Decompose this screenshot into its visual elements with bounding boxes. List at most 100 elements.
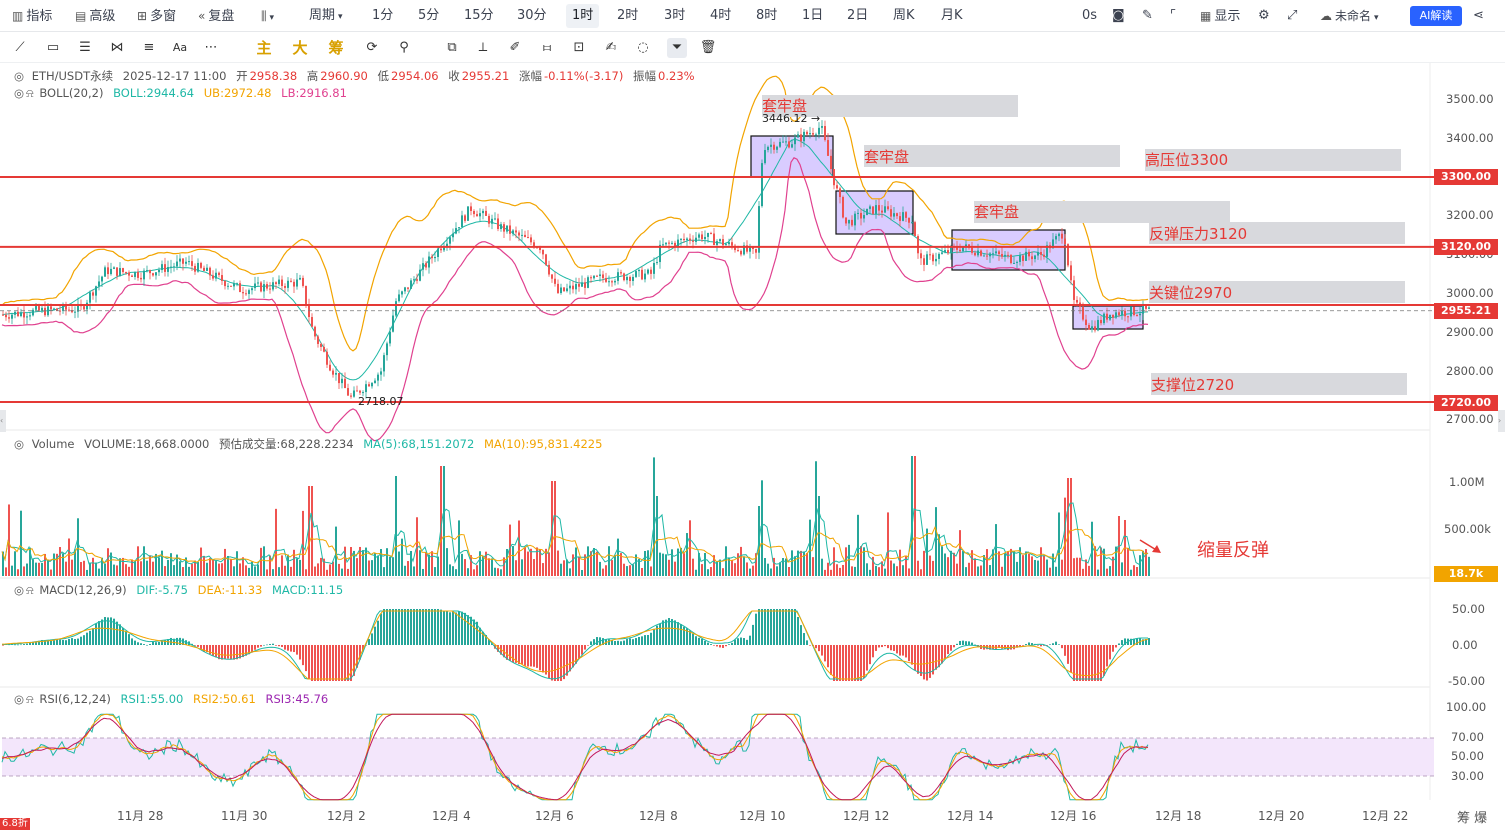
camera-icon[interactable]: ◙ [1112, 8, 1125, 23]
macd-tick: 50.00 [1452, 602, 1485, 616]
magnet-icon[interactable]: ⚲ [399, 40, 409, 55]
copy-icon[interactable]: ⧉ [447, 40, 457, 55]
multi-window-button[interactable]: ⊞ 多窗 [137, 0, 176, 32]
macd-histogram-bar [209, 645, 211, 655]
advanced-button[interactable]: ▤ 高级 [75, 0, 115, 32]
rectangle-icon[interactable]: ▭ [46, 40, 60, 55]
right-collapse-arrow[interactable]: › [1498, 410, 1505, 432]
candle-body [23, 312, 25, 318]
indicator-button[interactable]: ▥ 指标 [12, 0, 52, 32]
interval-1mo[interactable]: 月K [941, 8, 963, 23]
candle-body [371, 382, 373, 387]
eye-icon[interactable]: ◎ [14, 583, 25, 597]
fullscreen-select-icon[interactable]: ⌜ [1170, 8, 1177, 23]
kline-chart[interactable] [0, 63, 1505, 830]
candle-body [293, 281, 295, 287]
brush-icon[interactable]: ✐ [509, 40, 521, 55]
interval-5m[interactable]: 5分 [418, 8, 440, 23]
share-icon[interactable]: ⋖ [1473, 8, 1484, 23]
interval-30m[interactable]: 30分 [517, 8, 547, 23]
more-tools-icon[interactable]: ⋯ [204, 40, 218, 55]
filter-icon[interactable]: ⏷ [667, 38, 687, 58]
macd-histogram-bar [1091, 645, 1093, 681]
parallel-lines-icon[interactable]: ☰ [79, 40, 91, 55]
candle-body [929, 254, 931, 256]
layout-name-dropdown[interactable]: ☁ 未命名 ▾ [1320, 0, 1379, 32]
edit-note-icon[interactable]: ✍ [605, 40, 617, 55]
big-order-toggle[interactable]: 大 [292, 39, 308, 57]
settings-gear-icon[interactable]: ⚙ [1258, 8, 1270, 23]
volume-bar [701, 564, 703, 576]
lock-icon[interactable]: ⊡ [573, 40, 585, 55]
chip-distribution-toggle[interactable]: 筹 [328, 39, 344, 57]
interval-1d[interactable]: 1日 [802, 8, 824, 23]
trash-icon[interactable]: 🗑 [699, 40, 717, 55]
interval-1m[interactable]: 1分 [372, 8, 394, 23]
hide-icon[interactable]: ◌ [637, 40, 649, 55]
volume-bar [1067, 478, 1069, 576]
volume-bar [455, 569, 457, 576]
candle-body [116, 267, 118, 276]
eye-icon[interactable]: ◎ [14, 86, 25, 100]
interval-1h[interactable]: 1时 [566, 4, 600, 28]
volume-bar [389, 556, 391, 576]
interval-1w[interactable]: 周K [893, 8, 915, 23]
interval-8h[interactable]: 8时 [756, 8, 778, 23]
replay-button[interactable]: «复盘 [198, 0, 234, 32]
candle-body [1145, 305, 1147, 309]
eye-icon[interactable]: ◎ [14, 437, 25, 451]
interval-3h[interactable]: 3时 [664, 8, 686, 23]
bell-icon[interactable]: ⍾ [26, 86, 34, 100]
candle-body [911, 222, 913, 224]
volume-bar [230, 559, 232, 576]
eye-icon[interactable]: ◎ [14, 692, 25, 706]
pencil-icon[interactable]: ✎ [1142, 8, 1153, 23]
volume-bar [800, 550, 802, 576]
measure-icon[interactable]: ⧦ [542, 40, 552, 55]
candle-body [455, 228, 457, 234]
macd-histogram-bar [1085, 645, 1087, 681]
macd-histogram-bar [401, 609, 403, 645]
interval-4h[interactable]: 4时 [710, 8, 732, 23]
candle-body [794, 137, 796, 145]
candle-body [311, 317, 313, 327]
volume-bar [242, 557, 244, 576]
text-tool-icon[interactable]: Aa [172, 41, 188, 54]
volume-bar [86, 569, 88, 576]
volume-bar [92, 557, 94, 576]
volume-bar [119, 558, 121, 576]
candle-body [629, 276, 631, 282]
sync-icon[interactable]: ⟳ [366, 40, 378, 55]
expand-icon[interactable]: ⤢ [1287, 8, 1298, 23]
candle-body [449, 237, 451, 244]
ai-interpret-button[interactable]: AI解读 [1410, 6, 1462, 26]
chevron-down-icon: ▾ [338, 12, 343, 22]
bell-icon[interactable]: ⍾ [26, 583, 34, 597]
volume-bar [434, 567, 436, 576]
display-button[interactable]: ▦ 显示 [1200, 0, 1240, 32]
candle-body [104, 267, 106, 277]
horizontal-lines-icon[interactable]: ≡ [143, 40, 155, 55]
main-force-toggle[interactable]: 主 [256, 39, 272, 57]
candle-body [734, 245, 736, 251]
volume-bar [1076, 557, 1078, 576]
trendline-icon[interactable]: ⟋ [15, 40, 25, 55]
macd-histogram-bar [725, 645, 727, 647]
candle-body [395, 301, 397, 316]
interval-2h[interactable]: 2时 [617, 8, 639, 23]
chip-burst-toggle[interactable]: 筹 爆 [1457, 811, 1488, 826]
interval-15m[interactable]: 15分 [464, 8, 494, 23]
macd-histogram-bar [734, 639, 736, 645]
ruler-icon[interactable]: ⟂ [478, 40, 488, 55]
left-collapse-arrow[interactable]: ‹ [0, 410, 6, 432]
rsi-tick: 100.00 [1446, 700, 1487, 714]
period-dropdown[interactable]: 周期 ▾ [309, 8, 343, 23]
macd-histogram-bar [515, 645, 517, 663]
volume-bar [728, 557, 730, 576]
bell-icon[interactable]: ⍾ [26, 692, 34, 706]
eye-icon[interactable]: ◎ [14, 69, 25, 83]
fibonacci-icon[interactable]: ⋈ [110, 40, 124, 55]
chart-type-button[interactable]: ⫼ ▾ [261, 0, 274, 32]
macd-dif-line [2, 610, 1148, 680]
interval-2d[interactable]: 2日 [847, 8, 869, 23]
